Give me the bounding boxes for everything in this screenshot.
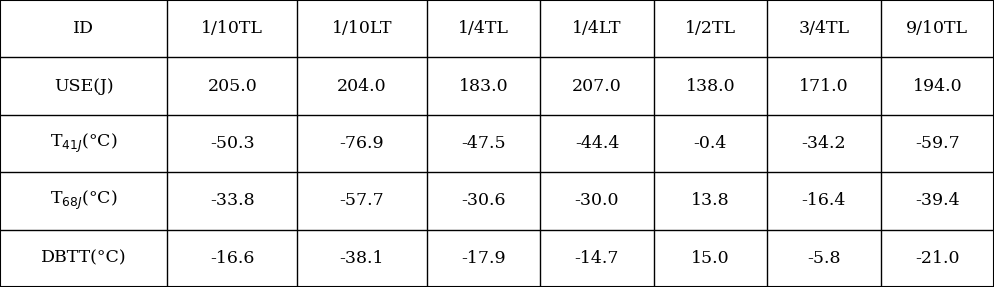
Text: 1/10TL: 1/10TL [202, 20, 263, 37]
Text: -34.2: -34.2 [801, 135, 846, 152]
Text: 9/10TL: 9/10TL [907, 20, 968, 37]
Text: -33.8: -33.8 [210, 192, 254, 210]
Text: -16.6: -16.6 [210, 250, 254, 267]
Text: -30.0: -30.0 [575, 192, 619, 210]
Text: -21.0: -21.0 [915, 250, 959, 267]
Text: -50.3: -50.3 [210, 135, 254, 152]
Text: DBTT(°C): DBTT(°C) [41, 250, 126, 267]
Text: 204.0: 204.0 [337, 77, 387, 95]
Text: 205.0: 205.0 [208, 77, 257, 95]
Text: ID: ID [74, 20, 94, 37]
Text: USE(J): USE(J) [54, 77, 113, 95]
Text: 1/10LT: 1/10LT [332, 20, 393, 37]
Text: -47.5: -47.5 [461, 135, 506, 152]
Text: T$_{68J}$(°C): T$_{68J}$(°C) [50, 189, 117, 212]
Text: 183.0: 183.0 [458, 77, 508, 95]
Text: -59.7: -59.7 [914, 135, 959, 152]
Text: -44.4: -44.4 [575, 135, 619, 152]
Text: -76.9: -76.9 [340, 135, 385, 152]
Text: 138.0: 138.0 [686, 77, 736, 95]
Text: -57.7: -57.7 [340, 192, 385, 210]
Text: 13.8: 13.8 [691, 192, 730, 210]
Text: 15.0: 15.0 [691, 250, 730, 267]
Text: -39.4: -39.4 [914, 192, 959, 210]
Text: 171.0: 171.0 [799, 77, 849, 95]
Text: -16.4: -16.4 [801, 192, 846, 210]
Text: 1/2TL: 1/2TL [685, 20, 736, 37]
Text: 207.0: 207.0 [573, 77, 622, 95]
Text: -14.7: -14.7 [575, 250, 619, 267]
Text: 3/4TL: 3/4TL [798, 20, 849, 37]
Text: 194.0: 194.0 [912, 77, 962, 95]
Text: T$_{41J}$(°C): T$_{41J}$(°C) [50, 132, 117, 155]
Text: 1/4LT: 1/4LT [573, 20, 621, 37]
Text: -38.1: -38.1 [340, 250, 385, 267]
Text: -17.9: -17.9 [461, 250, 506, 267]
Text: -0.4: -0.4 [694, 135, 727, 152]
Text: -30.6: -30.6 [461, 192, 506, 210]
Text: 1/4TL: 1/4TL [458, 20, 509, 37]
Text: -5.8: -5.8 [807, 250, 841, 267]
